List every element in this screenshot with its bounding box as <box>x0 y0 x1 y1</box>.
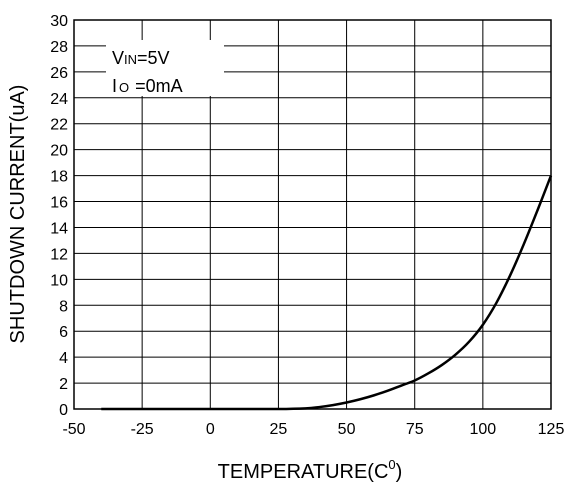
y-tick-label: 30 <box>50 13 68 30</box>
y-tick-label: 8 <box>59 298 68 315</box>
legend-box <box>106 40 224 96</box>
y-tick-label: 22 <box>50 117 68 134</box>
y-tick-label: 16 <box>50 195 68 212</box>
x-tick-label: 25 <box>270 421 288 438</box>
series-line <box>101 175 553 411</box>
y-tick-label: 12 <box>50 246 68 263</box>
y-tick-label: 6 <box>59 324 68 341</box>
y-tick-label: 20 <box>50 143 68 160</box>
grid <box>73 19 552 410</box>
series-layer <box>101 175 553 411</box>
x-tick-labels: -50 -25 0 25 50 75 100 125 <box>62 421 564 438</box>
x-tick-label: 50 <box>338 421 356 438</box>
y-tick-label: 0 <box>59 402 68 419</box>
y-tick-label: 14 <box>50 220 68 237</box>
y-tick-label: 28 <box>50 39 68 56</box>
x-tick-label: 0 <box>206 421 215 438</box>
y-tick-label: 18 <box>50 169 68 186</box>
x-tick-label: -50 <box>62 421 85 438</box>
plot-frame <box>73 19 552 410</box>
x-tick-label: 100 <box>470 421 497 438</box>
y-tick-label: 10 <box>50 272 68 289</box>
y-tick-label: 4 <box>59 350 68 367</box>
legend: VIN=5V I O =0mA <box>106 40 224 96</box>
x-tick-label: -25 <box>131 421 154 438</box>
y-tick-label: 26 <box>50 65 68 82</box>
y-axis-title: SHUTDOWN CURRENT(uA) <box>7 85 29 344</box>
legend-vin: VIN=5V <box>112 48 170 68</box>
plot-border <box>73 19 552 410</box>
legend-io: I O =0mA <box>112 76 183 96</box>
x-axis-title: TEMPERATURE(C0) <box>218 457 403 483</box>
y-tick-label: 2 <box>59 376 68 393</box>
x-tick-label: 75 <box>406 421 424 438</box>
y-tick-label: 24 <box>50 91 68 108</box>
x-tick-label: 125 <box>538 421 565 438</box>
